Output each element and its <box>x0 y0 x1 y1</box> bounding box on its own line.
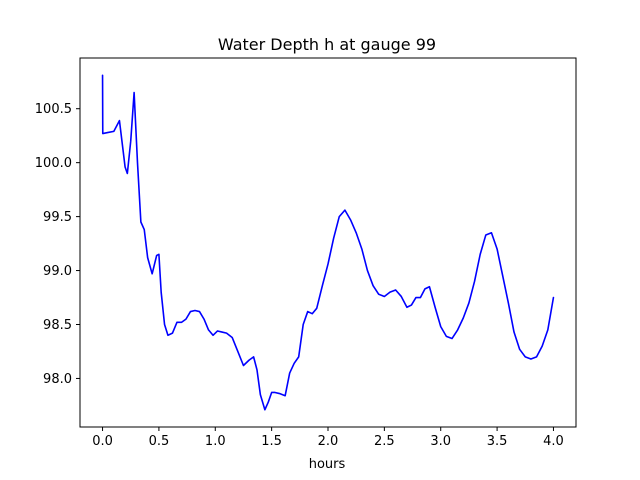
x-tick-label: 4.0 <box>543 434 564 449</box>
series-line-0 <box>101 74 555 411</box>
plot-area: 0.0 0.5 1.0 1.5 2.0 2.5 3.0 3.5 4.0 98.0 98.5 99.0 9… <box>35 57 577 449</box>
x-tick-label: 1.5 <box>261 434 282 449</box>
x-tick-label: 3.0 <box>430 434 451 449</box>
x-tick-label: 0.0 <box>92 434 113 449</box>
x-tick-label: 3.5 <box>487 434 508 449</box>
y-tick-label: 100.0 <box>35 156 72 171</box>
x-tick-label: 1.0 <box>205 434 226 449</box>
y-tick-label: 99.5 <box>43 210 72 225</box>
y-tick-label: 98.5 <box>43 318 72 333</box>
y-tick-label: 99.0 <box>43 264 72 279</box>
x-tick-label: 2.5 <box>374 434 395 449</box>
y-tick-label: 100.5 <box>35 102 72 117</box>
x-tick-label: 0.5 <box>149 434 170 449</box>
x-tick-label: 2.0 <box>318 434 339 449</box>
y-tick-label: 98.0 <box>43 372 72 387</box>
x-axis-label: hours <box>309 457 346 472</box>
chart-title: Water Depth h at gauge 99 <box>218 35 436 54</box>
